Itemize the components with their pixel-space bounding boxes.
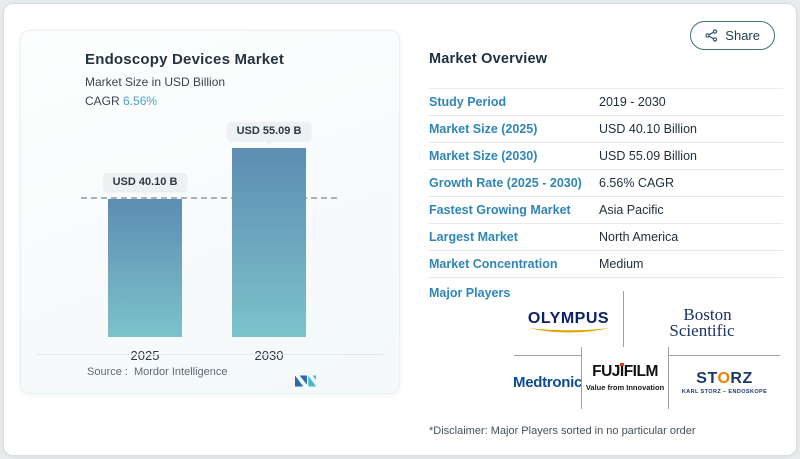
- storz-subtitle: KARL STORZ – ENDOSKOPE: [681, 388, 768, 395]
- table-row: Market Concentration Medium: [429, 251, 783, 278]
- row-value: USD 40.10 Billion: [599, 122, 697, 136]
- fujifilm-text: FUJ: [592, 362, 620, 380]
- overview-title: Market Overview: [429, 51, 548, 67]
- share-button[interactable]: Share: [690, 21, 775, 50]
- bar-chart: USD 40.10 B 2025 USD 55.09 B 2030: [81, 121, 339, 363]
- share-icon: [705, 29, 718, 42]
- boston-line1: Boston: [683, 305, 732, 325]
- fujifilm-tagline: Value from Innovation: [585, 383, 665, 393]
- row-label: Market Size (2025): [429, 122, 538, 136]
- row-value: Medium: [599, 257, 644, 271]
- row-value: Asia Pacific: [599, 203, 664, 217]
- players-row-2: Medtronic STORZ KARL STORZ – ENDOSKOPE: [513, 356, 780, 409]
- main-card: Endoscopy Devices Market Market Size in …: [3, 3, 797, 456]
- storz-text: ST: [696, 369, 718, 387]
- source-value: Mordor Intelligence: [133, 366, 228, 378]
- chart-panel: Endoscopy Devices Market Market Size in …: [20, 30, 400, 394]
- table-row: Market Size (2025) USD 40.10 Billion: [429, 116, 783, 143]
- source-row: Source : Mordor Intelligence: [87, 363, 379, 381]
- row-value: USD 55.09 Billion: [599, 149, 697, 163]
- major-players-label: Major Players: [429, 286, 511, 300]
- cagr-label: CAGR: [85, 94, 120, 108]
- chart-cagr: CAGR 6.56%: [85, 94, 157, 108]
- storz-text: RZ: [730, 369, 753, 387]
- major-players-grid: OLYMPUS Boston Scientific Medtronic STOR…: [513, 291, 780, 409]
- row-label: Largest Market: [429, 230, 518, 244]
- row-label: Fastest Growing Market: [429, 203, 571, 217]
- row-label: Study Period: [429, 95, 507, 109]
- table-row: Fastest Growing Market Asia Pacific: [429, 197, 783, 224]
- row-value: 6.56% CAGR: [599, 176, 675, 190]
- row-label: Market Concentration: [429, 257, 558, 271]
- karl-storz-logo: STORZ KARL STORZ – ENDOSKOPE: [669, 356, 780, 409]
- x-axis-label-2025: 2025: [130, 348, 160, 363]
- overview-table: Study Period 2019 - 2030 Market Size (20…: [429, 88, 783, 278]
- chart-subtitle: Market Size in USD Billion: [85, 75, 226, 89]
- table-row: Market Size (2030) USD 55.09 Billion: [429, 143, 783, 170]
- disclaimer-text: *Disclaimer: Major Players sorted in no …: [429, 425, 696, 437]
- boston-scientific-logo: Boston Scientific: [624, 291, 780, 355]
- source-label: Source :: [87, 366, 128, 378]
- boston-line2: Scientific: [669, 321, 735, 340]
- mordor-intelligence-logo-icon: [295, 374, 317, 393]
- table-row: Largest Market North America: [429, 224, 783, 251]
- bar-value-badge: USD 55.09 B: [227, 121, 311, 145]
- medtronic-logo: Medtronic: [513, 356, 582, 409]
- fujifilm-i-reddot: I: [619, 362, 624, 380]
- reference-line: [81, 197, 337, 200]
- table-row: Growth Rate (2025 - 2030) 6.56% CAGR: [429, 170, 783, 197]
- chart-title: Endoscopy Devices Market: [85, 51, 285, 68]
- olympus-logo: OLYMPUS: [514, 291, 624, 355]
- bar-value-badge: USD 40.10 B: [103, 173, 187, 196]
- row-value: 2019 - 2030: [599, 95, 666, 109]
- bar-value-label: USD 40.10 B: [103, 173, 187, 192]
- fujifilm-logo: FUJIFILM Value from Innovation: [581, 347, 669, 409]
- source-divider: [37, 354, 383, 355]
- olympus-logo-text: OLYMPUS: [527, 310, 610, 327]
- olympus-swoosh-icon: [527, 328, 610, 333]
- bar-2025: [108, 199, 182, 337]
- fujifilm-text: FILM: [623, 362, 659, 380]
- table-row: Study Period 2019 - 2030: [429, 89, 783, 116]
- x-axis-label-2030: 2030: [254, 348, 284, 363]
- row-value: North America: [599, 230, 679, 244]
- bar-2030: [232, 147, 306, 337]
- bar-value-label: USD 55.09 B: [227, 121, 311, 140]
- cagr-value: 6.56%: [123, 94, 158, 108]
- medtronic-logo-text: Medtronic: [513, 374, 582, 391]
- storz-o: O: [717, 369, 731, 387]
- row-label: Growth Rate (2025 - 2030): [429, 176, 582, 190]
- row-label: Market Size (2030): [429, 149, 538, 163]
- share-button-label: Share: [725, 28, 760, 43]
